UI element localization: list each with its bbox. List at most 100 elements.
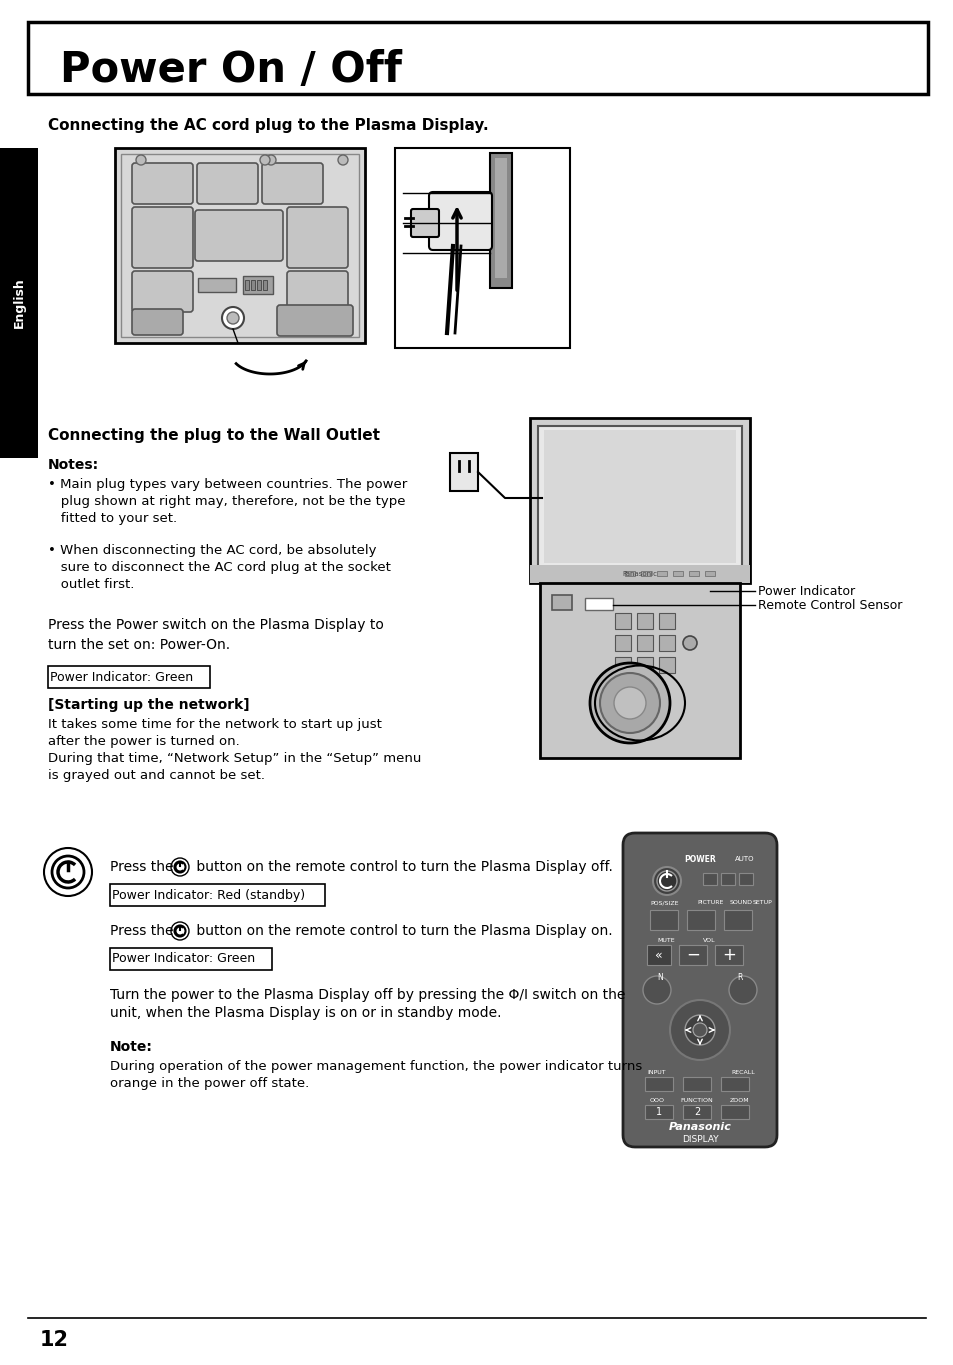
Bar — [637, 613, 652, 629]
Circle shape — [174, 861, 185, 872]
Text: PICTURE: PICTURE — [697, 901, 722, 905]
Text: ZOOM: ZOOM — [729, 1099, 749, 1103]
Circle shape — [222, 307, 244, 329]
Bar — [714, 945, 742, 965]
Bar — [657, 571, 666, 576]
Circle shape — [260, 156, 270, 165]
Circle shape — [589, 663, 669, 743]
Text: +: + — [721, 946, 735, 964]
Circle shape — [171, 859, 189, 876]
Bar — [682, 1106, 710, 1119]
Bar — [739, 874, 752, 885]
Text: Notes:: Notes: — [48, 459, 99, 472]
Circle shape — [684, 1016, 714, 1046]
Circle shape — [177, 928, 183, 934]
Bar — [48, 666, 210, 688]
Bar — [615, 613, 630, 629]
Bar — [251, 280, 254, 289]
FancyBboxPatch shape — [276, 304, 353, 336]
Bar — [649, 910, 678, 930]
FancyBboxPatch shape — [622, 833, 776, 1147]
Text: INPUT: INPUT — [647, 1070, 665, 1076]
Circle shape — [669, 1001, 729, 1061]
Text: Press the Power switch on the Plasma Display to
turn the set on: Power-On.: Press the Power switch on the Plasma Dis… — [48, 618, 383, 651]
Bar — [530, 565, 749, 583]
FancyBboxPatch shape — [429, 192, 492, 250]
Bar — [552, 595, 572, 610]
Bar — [263, 280, 267, 289]
Text: MUTE: MUTE — [657, 939, 674, 943]
Bar — [637, 635, 652, 651]
Text: AUTO: AUTO — [735, 856, 754, 863]
Text: Turn the power to the Plasma Display off by pressing the Φ/I switch on the
unit,: Turn the power to the Plasma Display off… — [110, 988, 625, 1021]
Text: button on the remote control to turn the Plasma Display off.: button on the remote control to turn the… — [192, 860, 612, 874]
Bar — [659, 635, 675, 651]
Text: • Main plug types vary between countries. The power
   plug shown at right may, : • Main plug types vary between countries… — [48, 478, 407, 526]
Circle shape — [174, 925, 185, 936]
FancyBboxPatch shape — [287, 272, 348, 313]
Bar — [637, 657, 652, 673]
Bar — [121, 154, 358, 337]
Text: Power On / Off: Power On / Off — [60, 49, 401, 91]
Text: 2: 2 — [693, 1107, 700, 1117]
Bar — [659, 657, 675, 673]
Bar — [659, 613, 675, 629]
Bar — [644, 1106, 672, 1119]
Text: Connecting the AC cord plug to the Plasma Display.: Connecting the AC cord plug to the Plasm… — [48, 117, 488, 132]
Bar — [686, 910, 714, 930]
Bar — [530, 418, 749, 583]
Bar — [702, 874, 717, 885]
Circle shape — [599, 673, 659, 733]
Text: Connecting the plug to the Wall Outlet: Connecting the plug to the Wall Outlet — [48, 429, 379, 444]
Bar — [624, 571, 635, 576]
Text: N: N — [657, 972, 662, 981]
FancyBboxPatch shape — [287, 207, 348, 268]
Text: SETUP: SETUP — [752, 901, 772, 905]
Text: SOUND: SOUND — [729, 901, 752, 905]
Text: RECALL: RECALL — [730, 1070, 754, 1076]
Bar — [490, 153, 512, 288]
Bar — [682, 1077, 710, 1091]
Text: button on the remote control to turn the Plasma Display on.: button on the remote control to turn the… — [192, 924, 612, 938]
Circle shape — [682, 636, 697, 650]
Text: Panasonic: Panasonic — [622, 571, 657, 577]
Circle shape — [692, 1022, 706, 1037]
Bar — [672, 571, 682, 576]
Text: DISPLAY: DISPLAY — [681, 1134, 718, 1144]
Bar — [395, 147, 569, 348]
FancyBboxPatch shape — [196, 162, 257, 203]
Circle shape — [652, 867, 680, 895]
Circle shape — [614, 687, 645, 719]
FancyBboxPatch shape — [132, 207, 193, 268]
Text: −: − — [685, 946, 700, 964]
Circle shape — [266, 156, 275, 165]
Bar — [110, 885, 325, 906]
Text: Press the: Press the — [110, 860, 177, 874]
Text: • When disconnecting the AC cord, be absolutely
   sure to disconnect the AC cor: • When disconnecting the AC cord, be abs… — [48, 545, 391, 591]
Bar — [720, 1077, 748, 1091]
FancyBboxPatch shape — [411, 209, 438, 238]
Text: OOO: OOO — [649, 1099, 664, 1103]
Bar — [28, 22, 927, 94]
Text: Power Indicator: Power Indicator — [758, 584, 854, 598]
Bar — [543, 430, 735, 562]
Bar — [256, 280, 261, 289]
Circle shape — [177, 864, 183, 870]
Bar — [584, 598, 613, 610]
Bar — [704, 571, 714, 576]
Bar — [495, 158, 506, 278]
Text: [Starting up the network]: [Starting up the network] — [48, 698, 250, 713]
Bar — [723, 910, 751, 930]
Bar — [537, 426, 741, 566]
Bar — [539, 583, 740, 758]
Circle shape — [136, 156, 146, 165]
Bar — [720, 874, 734, 885]
Circle shape — [52, 856, 84, 889]
Text: During operation of the power management function, the power indicator turns
ora: During operation of the power management… — [110, 1061, 641, 1091]
FancyBboxPatch shape — [262, 162, 323, 203]
Text: Power Indicator: Green: Power Indicator: Green — [112, 953, 254, 965]
Text: Panasonic: Panasonic — [668, 1122, 731, 1132]
Circle shape — [657, 871, 677, 891]
Bar — [0, 147, 38, 459]
Text: Note:: Note: — [110, 1040, 152, 1054]
